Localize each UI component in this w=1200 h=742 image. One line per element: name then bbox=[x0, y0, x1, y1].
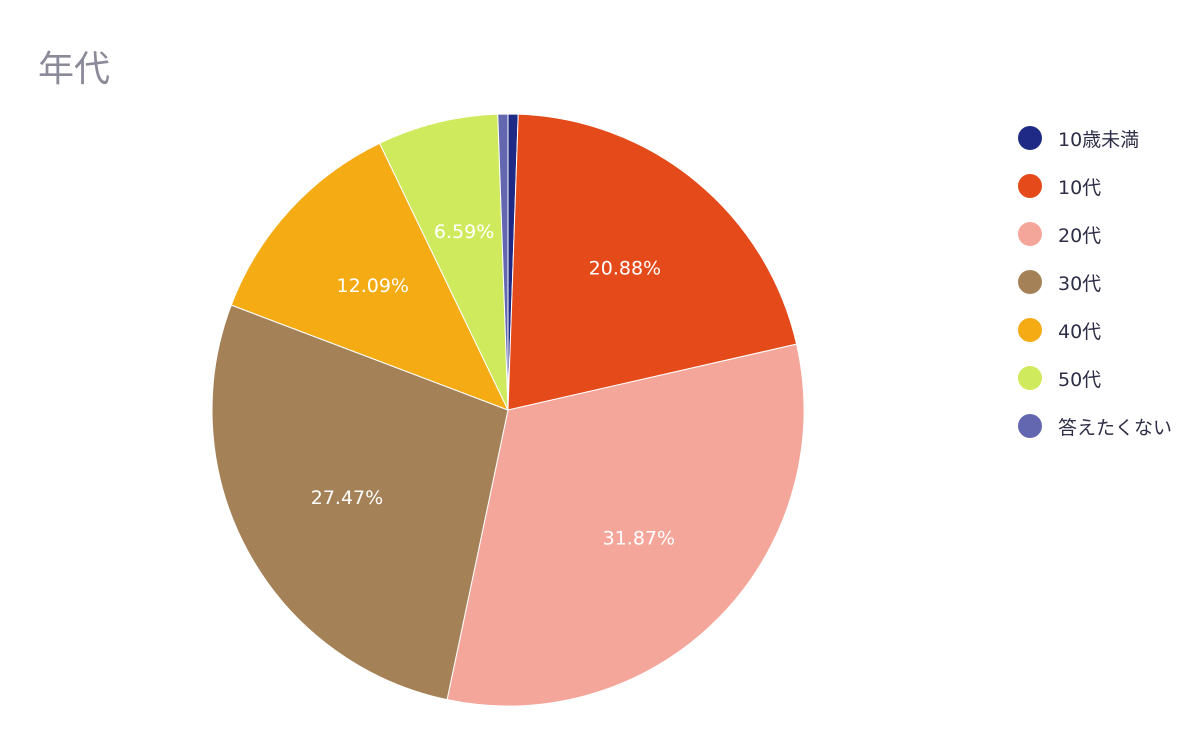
legend-label: 20代 bbox=[1058, 224, 1102, 247]
legend-item-6[interactable]: 答えたくない bbox=[1018, 402, 1172, 450]
legend-item-2[interactable]: 20代 bbox=[1018, 210, 1172, 258]
pie-slice-6[interactable] bbox=[497, 113, 509, 411]
slice-label-4: 12.09% bbox=[337, 275, 409, 297]
chart-title: 年代 bbox=[38, 49, 111, 90]
pie-slice-2[interactable] bbox=[446, 343, 805, 707]
legend-label: 10代 bbox=[1058, 176, 1102, 199]
legend-item-0[interactable]: 10歳未満 bbox=[1018, 114, 1172, 162]
legend-swatch bbox=[1018, 174, 1042, 198]
legend-swatch bbox=[1018, 222, 1042, 246]
legend-item-1[interactable]: 10代 bbox=[1018, 162, 1172, 210]
legend-item-5[interactable]: 50代 bbox=[1018, 354, 1172, 402]
slice-label-5: 6.59% bbox=[434, 221, 494, 243]
slice-label-3: 27.47% bbox=[311, 487, 383, 509]
legend-label: 30代 bbox=[1058, 272, 1102, 295]
pie-slice-5[interactable] bbox=[378, 113, 509, 411]
legend-label: 答えたくない bbox=[1058, 416, 1173, 439]
legend-swatch bbox=[1018, 270, 1042, 294]
legend-swatch bbox=[1018, 414, 1042, 438]
legend-label: 10歳未満 bbox=[1058, 128, 1140, 151]
legend-label: 40代 bbox=[1058, 320, 1102, 343]
legend: 10歳未満 10代 20代 30代 40代 50代答えたくない bbox=[1018, 114, 1172, 450]
legend-swatch bbox=[1018, 318, 1042, 342]
legend-label: 50代 bbox=[1058, 368, 1102, 391]
pie-slice-4[interactable] bbox=[230, 142, 509, 411]
legend-item-4[interactable]: 40代 bbox=[1018, 306, 1172, 354]
legend-swatch bbox=[1018, 126, 1042, 150]
slice-label-2: 31.87% bbox=[603, 528, 675, 550]
slice-label-1: 20.88% bbox=[589, 258, 661, 280]
pie-slice-1[interactable] bbox=[507, 113, 798, 411]
legend-item-3[interactable]: 30代 bbox=[1018, 258, 1172, 306]
pie-slice-3[interactable] bbox=[211, 304, 509, 701]
legend-swatch bbox=[1018, 366, 1042, 390]
